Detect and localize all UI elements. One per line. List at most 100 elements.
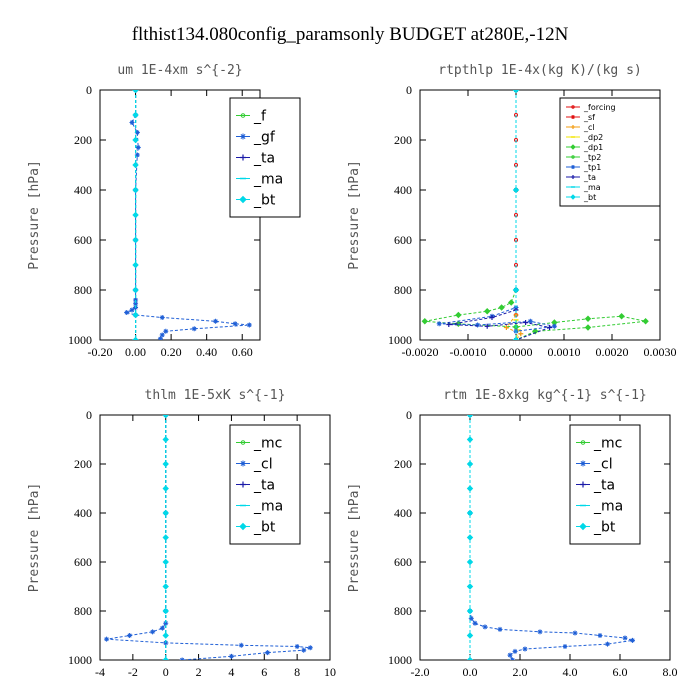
legend-label: _ma (253, 498, 283, 514)
data-point (162, 436, 169, 443)
data-point (132, 111, 139, 119)
data-point (468, 615, 474, 621)
chart-panel-4: rtm 1E-8xkg kg^{-1} s^{-1} Pressure [hPa]… (347, 388, 678, 679)
data-point (159, 625, 165, 631)
data-point (265, 650, 271, 656)
data-point (134, 152, 140, 158)
y-tick-label: 0 (406, 83, 412, 97)
panel-title: thlm 1E-5xK s^{-1} (145, 388, 286, 403)
legend: _forcing_sf_cl_dp2_dp1_tp2_tp1_ta_ma_bt (559, 97, 661, 207)
legend-marker (239, 195, 247, 204)
data-point (162, 509, 169, 517)
data-point (162, 534, 169, 541)
data-point (466, 583, 474, 590)
x-tick-label: 0.0000 (500, 345, 533, 359)
legend-marker (580, 440, 586, 445)
data-point (507, 652, 513, 658)
x-tick-label: 0.0020 (596, 345, 629, 359)
data-point (162, 460, 169, 468)
data-point (132, 186, 139, 194)
data-point (562, 644, 568, 650)
data-point (455, 311, 462, 319)
data-point (512, 186, 520, 194)
legend-label: _bt (253, 519, 276, 535)
data-point (228, 653, 234, 659)
data-point (466, 509, 474, 517)
x-tick-label: 0.40 (196, 345, 217, 359)
legend-label: _ma (583, 183, 601, 192)
y-tick-label: 0 (406, 408, 412, 422)
x-tick-label: 4.0 (563, 665, 578, 679)
y-tick-label: 200 (74, 133, 92, 147)
x-tick-label: -0.0020 (402, 345, 439, 359)
data-point (523, 320, 529, 325)
legend-label: _gf (253, 129, 276, 145)
chart-panel-1: um 1E-4xm s^{-2} Pressure [hPa] 0 200 400 600… (27, 63, 301, 359)
series-bt (466, 415, 474, 660)
series-tp1 (436, 90, 557, 340)
legend-label: _sf (583, 113, 595, 122)
y-tick-label: 1000 (388, 653, 412, 667)
data-point (466, 632, 474, 639)
data-point (421, 318, 429, 325)
series-line (125, 90, 250, 340)
legend-label: _tp1 (583, 163, 601, 172)
y-tick-label: 200 (394, 457, 412, 471)
x-tick-label: 2 (196, 665, 202, 679)
figure-title: flthist134.080config_paramsonly BUDGET a… (132, 24, 569, 45)
legend-marker (571, 125, 575, 129)
data-point (466, 460, 474, 468)
x-tick-label: 0.0030 (644, 345, 677, 359)
data-point (135, 145, 141, 150)
data-point (466, 436, 474, 443)
data-point (503, 325, 509, 330)
data-point (238, 642, 244, 648)
series-cl (503, 90, 524, 340)
data-point (133, 301, 139, 307)
data-point (466, 485, 474, 492)
x-tick-label: 0.20 (161, 345, 182, 359)
legend-marker (240, 133, 246, 140)
data-point (498, 304, 505, 311)
legend-label: _ta (253, 150, 275, 166)
y-tick-label: 400 (394, 506, 412, 520)
data-point (132, 286, 139, 294)
legend-label: _ta (593, 477, 615, 493)
x-tick-label: 6.0 (613, 665, 628, 679)
chart-panel-2: rtpthlp 1E-4x(kg K)/(kg s) Pressure [hPa]… (347, 63, 677, 359)
data-point (466, 656, 474, 660)
y-axis-label: Pressure [hPa] (347, 160, 362, 270)
y-tick-label: 0 (86, 83, 92, 97)
legend-label: _bt (253, 192, 276, 208)
legend-label: _cl (253, 456, 273, 472)
data-point (630, 637, 635, 643)
plot-frame (99, 414, 331, 661)
legend-marker (240, 113, 246, 118)
data-point (132, 311, 139, 319)
data-point (129, 307, 135, 313)
data-point (466, 534, 474, 541)
plot-area (104, 415, 313, 660)
y-tick-label: 1000 (68, 333, 92, 347)
legend-label: _dp2 (583, 133, 603, 142)
data-point (537, 629, 543, 635)
y-tick-label: 400 (74, 183, 92, 197)
plot-frame (419, 414, 671, 661)
x-tick-label: 2.0 (513, 665, 528, 679)
data-point (466, 558, 474, 566)
data-point (134, 130, 140, 135)
data-point (618, 313, 625, 320)
y-axis-label: Pressure [hPa] (347, 483, 362, 593)
series-bt (132, 90, 139, 340)
chart-panel-3: thlm 1E-5xK s^{-1} Pressure [hPa] 0 200 400 6… (27, 388, 336, 679)
data-point (163, 328, 169, 334)
data-point (518, 331, 524, 337)
legend-marker (571, 115, 575, 119)
data-point (124, 310, 130, 315)
data-point (132, 261, 139, 269)
data-point (466, 415, 474, 419)
data-point (129, 120, 135, 125)
data-point (472, 620, 478, 626)
legend-marker (571, 105, 575, 109)
data-point (512, 336, 520, 340)
